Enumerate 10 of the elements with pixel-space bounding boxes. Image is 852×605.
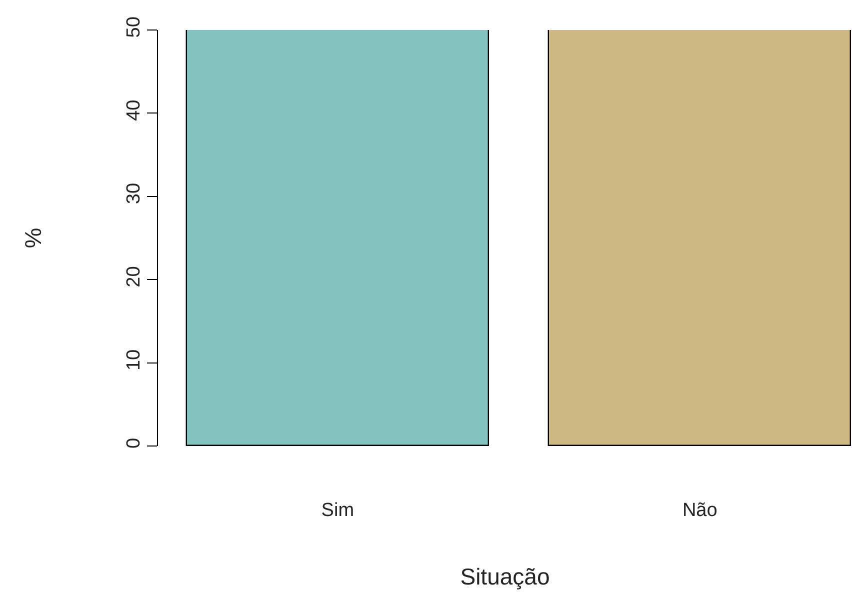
- y-tick-label: 10: [123, 349, 144, 371]
- y-tick-label: 50: [123, 16, 144, 38]
- y-tick-label: 40: [123, 100, 144, 121]
- x-tick-label: Não: [682, 500, 718, 521]
- x-tick-label: Sim: [321, 500, 354, 521]
- x-axis-title: Situação: [460, 564, 550, 590]
- y-tick-label: 20: [123, 266, 144, 288]
- y-tick-label: 0: [123, 438, 144, 448]
- y-tick-label: 30: [123, 182, 144, 204]
- y-axis-title: %: [20, 228, 46, 248]
